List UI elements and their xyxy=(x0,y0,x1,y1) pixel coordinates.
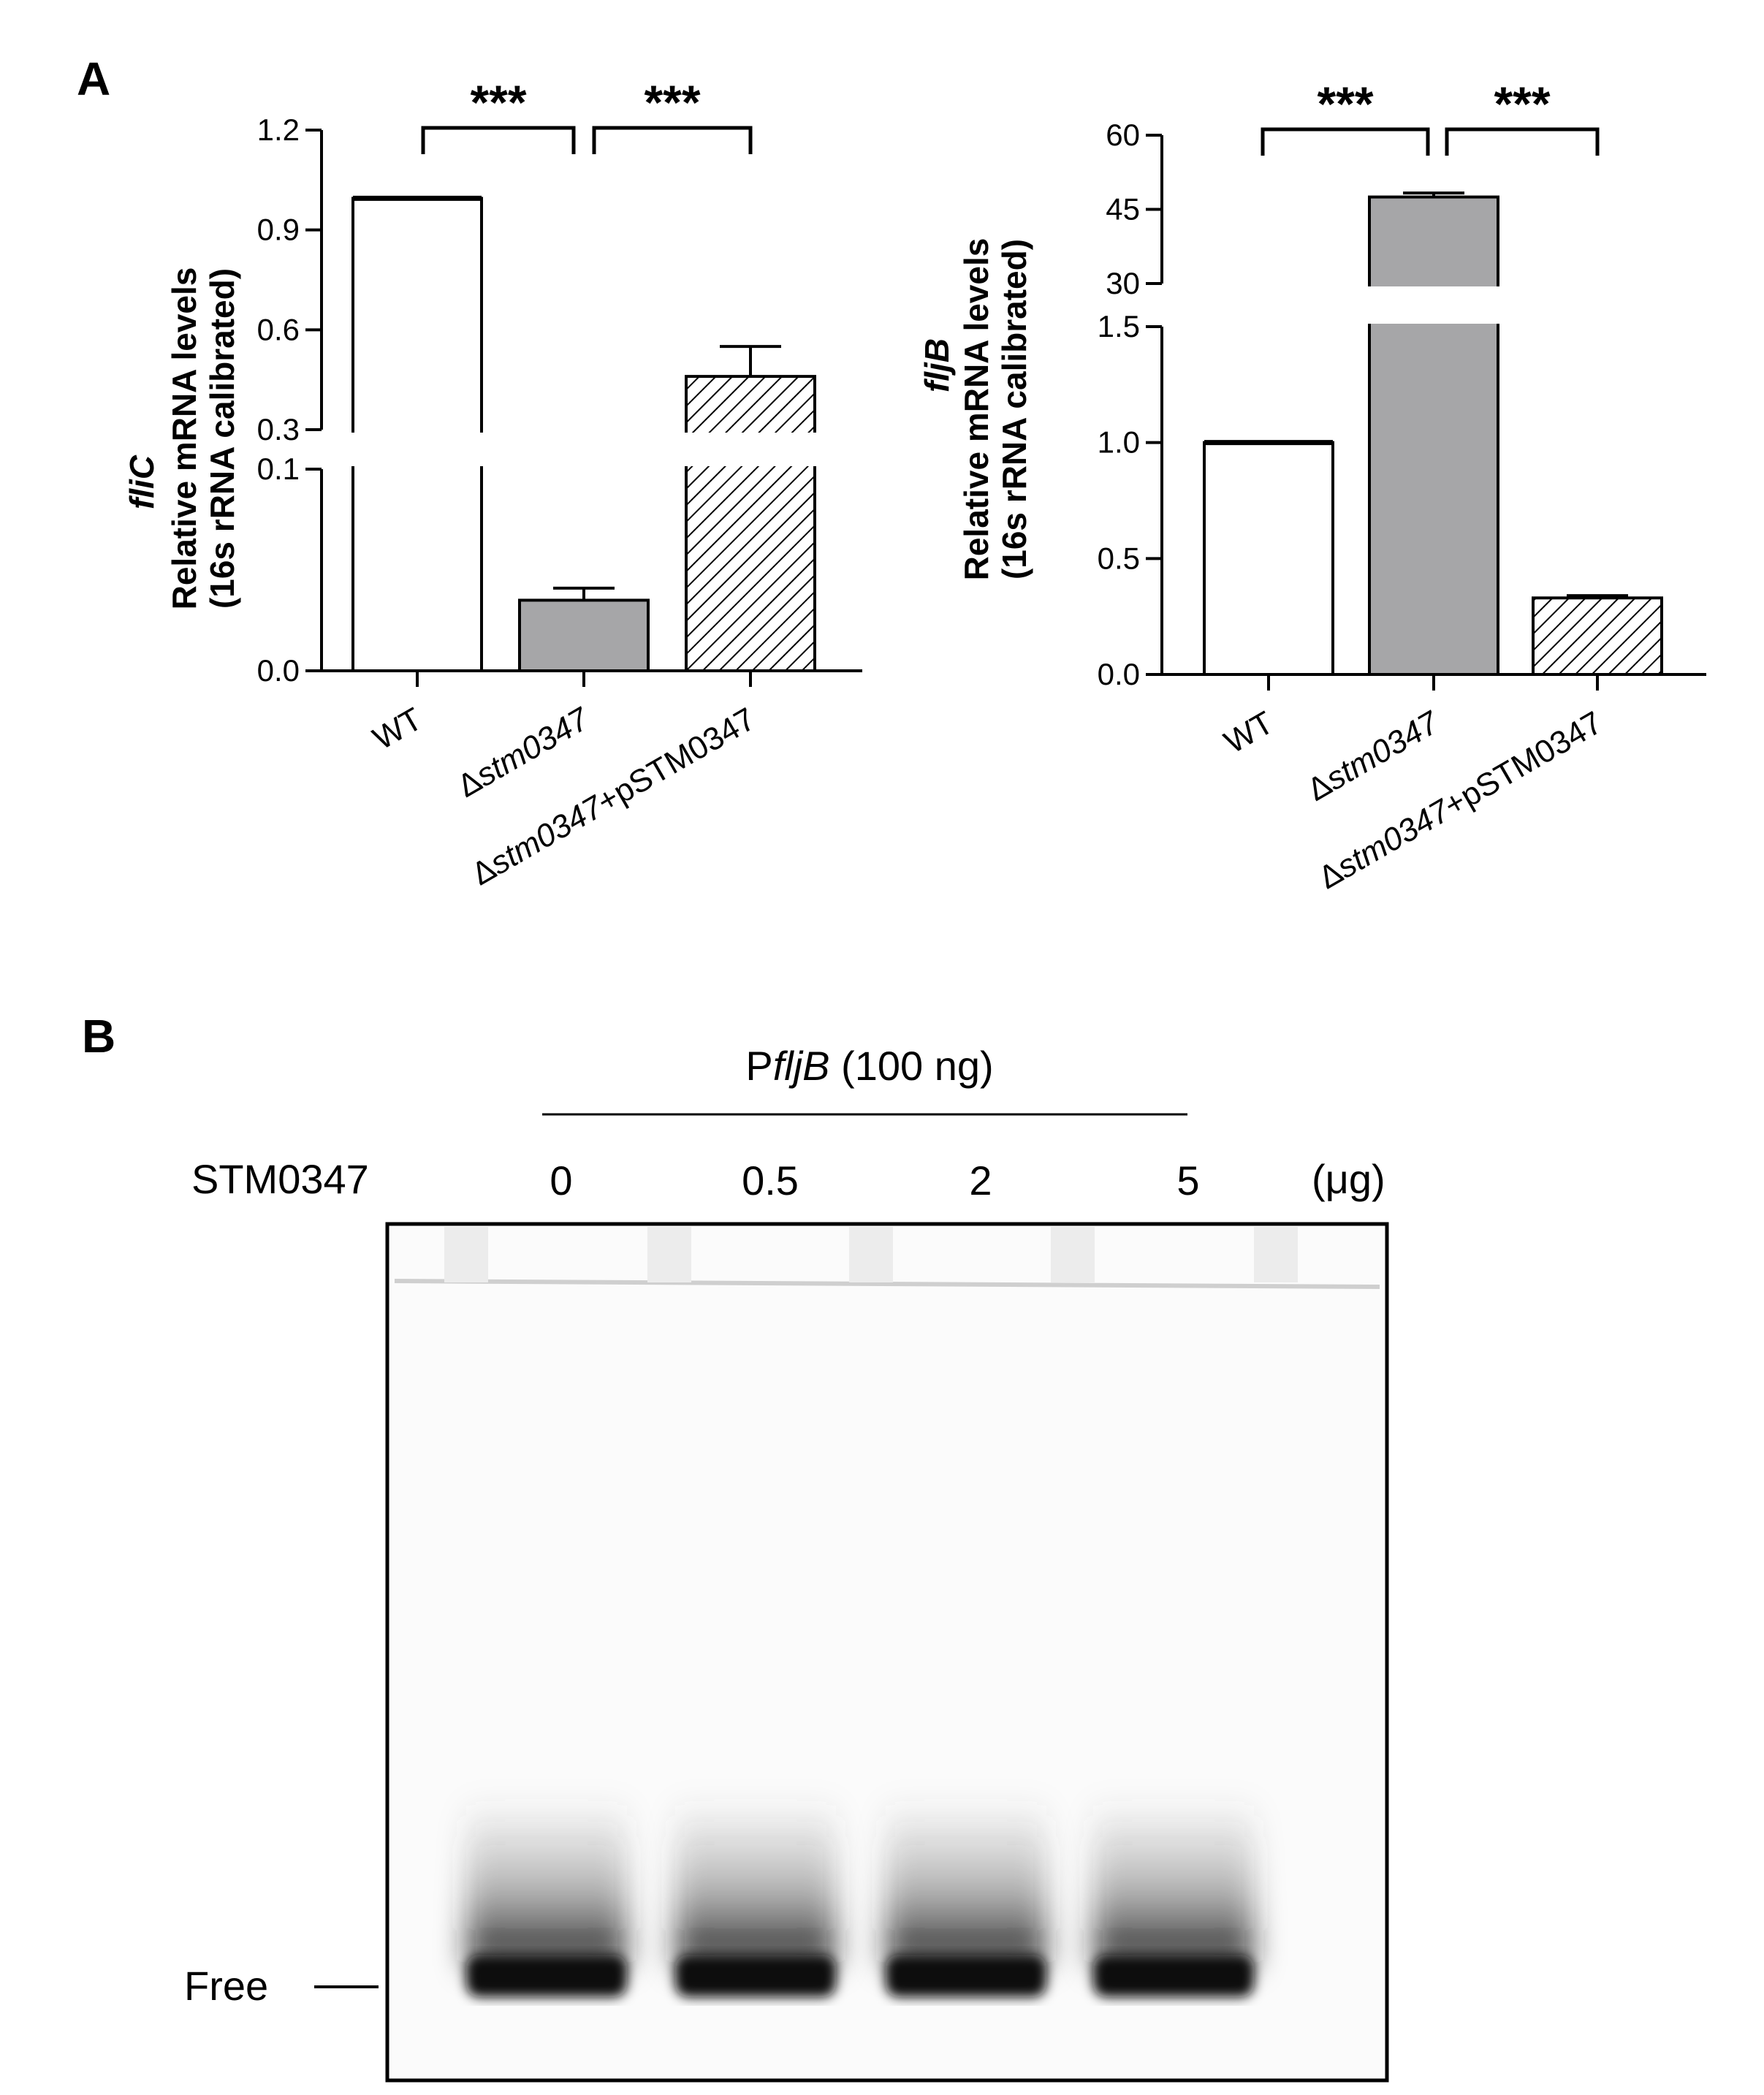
sig-bracket-1 xyxy=(592,126,753,154)
chart-flic: fliC Relative mRNA levels (16s rRNA cali… xyxy=(123,75,870,892)
axis-break-gap xyxy=(300,433,870,466)
lane-amount-label-0: 0 xyxy=(550,1157,572,1204)
free-probe-band-1 xyxy=(675,1955,836,1997)
ytick-lower-0: 0.0 xyxy=(1098,657,1140,691)
free-label: Free xyxy=(184,1963,268,2009)
lane-amount-label-2: 2 xyxy=(969,1157,992,1204)
free-probe-band-3 xyxy=(1093,1955,1254,1997)
gel-well-line xyxy=(394,1279,1380,1289)
ytick-lower-3: 1.5 xyxy=(1098,309,1140,343)
sig-label-0: *** xyxy=(470,75,526,129)
lane-smear-3 xyxy=(1093,1798,1254,1966)
category-label-1: Δstm0347 xyxy=(452,700,596,804)
sig-bracket-0 xyxy=(421,126,576,154)
ytick-upper-2: 60 xyxy=(1106,118,1140,152)
sig-label-1: *** xyxy=(644,75,700,129)
ytick-lower-1: 0.5 xyxy=(1098,541,1140,575)
ytick-lower-0: 0.0 xyxy=(257,653,300,688)
bar-2 xyxy=(1532,596,1663,677)
ytick-upper-1: 0.6 xyxy=(257,312,300,346)
ytick-upper-0: 30 xyxy=(1106,266,1140,300)
axis-break-gap xyxy=(1140,286,1714,324)
ytick-upper-0: 0.3 xyxy=(257,412,300,446)
bar-0 xyxy=(1203,441,1334,677)
free-probe-band-0 xyxy=(466,1955,627,1997)
category-label-2: Δstm0347+pSTM0347 xyxy=(1312,704,1608,896)
gel-image xyxy=(385,1222,1389,2083)
gel-border xyxy=(385,1222,1389,2083)
probe-label: PfljB (100 ng) xyxy=(745,1043,993,1089)
gel-well-1 xyxy=(647,1227,691,1282)
fljb-ylabel-line1: Relative mRNA levels xyxy=(957,238,995,581)
sig-bracket-1 xyxy=(1445,127,1600,156)
flic-ylabel-line2: (16s rRNA calibrated) xyxy=(203,268,241,609)
ytick-lower-2: 1.0 xyxy=(1098,425,1140,460)
lane-smear-1 xyxy=(675,1798,836,1966)
chart-fljb: fljB Relative mRNA levels (16s rRNA cali… xyxy=(918,77,1714,896)
ytick-upper-3: 1.2 xyxy=(257,113,300,147)
protein-label: STM0347 xyxy=(191,1156,369,1202)
fljb-ylabel-line2: (16s rRNA calibrated) xyxy=(995,239,1033,579)
ytick-upper-1: 45 xyxy=(1106,192,1140,227)
gel-well-3 xyxy=(1051,1227,1095,1282)
panel-b-label: B xyxy=(82,1010,115,1062)
emsa-gel-panel: PfljB (100 ng) STM0347 (μg) Free 0 0.5 2 5 xyxy=(184,1043,1389,2083)
lane-smear-0 xyxy=(466,1798,627,1966)
category-label-2: Δstm0347+pSTM0347 xyxy=(465,701,761,892)
unit-label: (μg) xyxy=(1312,1156,1385,1202)
bar-2 xyxy=(685,375,816,672)
sig-bracket-0 xyxy=(1261,127,1430,156)
category-label-0: WT xyxy=(1218,704,1280,761)
bar-1 xyxy=(518,598,650,673)
gel-well-2 xyxy=(849,1227,893,1282)
flic-plot-area: 0.0 0.1 0.3 0.6 0.9 1.2 WT Δstm0347Δstm0347+pST… xyxy=(257,75,870,892)
flic-ylabel-line1: Relative mRNA levels xyxy=(165,267,203,610)
gel-well-0 xyxy=(444,1227,488,1282)
flic-ylabel-gene: fliC xyxy=(123,455,161,509)
fljb-plot-area: 0.0 0.5 1.0 1.5 30 45 60 WT Δstm0347Δstm0347+pST… xyxy=(1098,77,1714,896)
panel-a-label: A xyxy=(77,53,110,105)
lane-smear-2 xyxy=(886,1798,1046,1966)
fljb-ylabel-gene: fljB xyxy=(918,338,956,392)
ytick-lower-1: 0.1 xyxy=(257,452,300,486)
free-probe-band-2 xyxy=(886,1955,1046,1997)
category-label-1: Δstm0347 xyxy=(1301,704,1445,807)
lane-amount-label-3: 5 xyxy=(1176,1157,1199,1204)
sig-label-1: *** xyxy=(1494,77,1550,131)
category-label-0: WT xyxy=(367,701,428,757)
lane-amount-label-1: 0.5 xyxy=(742,1157,799,1204)
sig-label-0: *** xyxy=(1317,77,1373,131)
ytick-upper-2: 0.9 xyxy=(257,213,300,247)
bar-1 xyxy=(1368,195,1499,677)
gel-well-4 xyxy=(1254,1227,1298,1282)
